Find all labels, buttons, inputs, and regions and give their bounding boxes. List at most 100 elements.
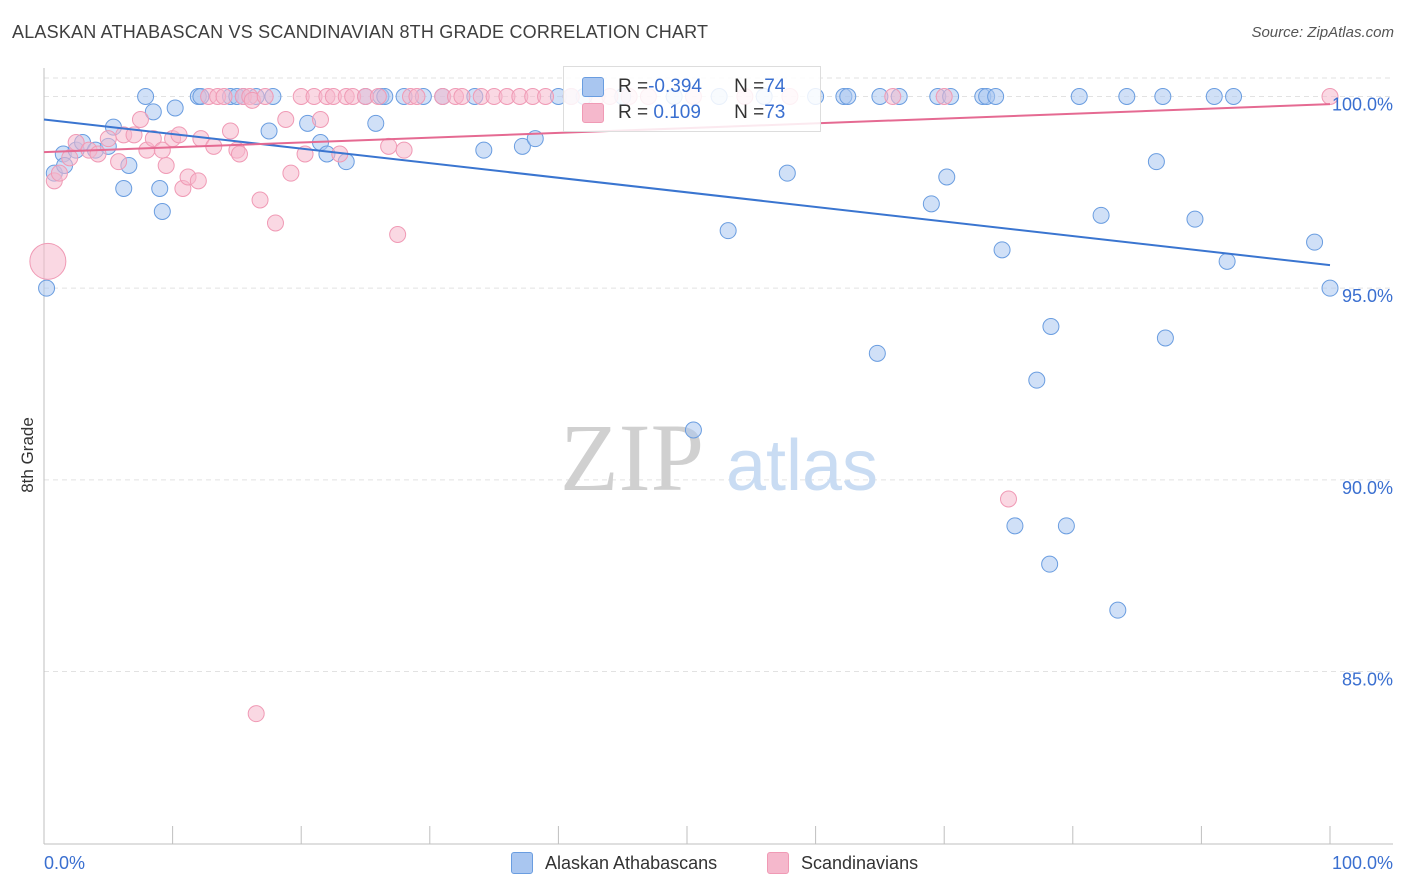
data-point: [1041, 555, 1059, 573]
data-point: [247, 705, 265, 723]
data-point: [166, 99, 184, 117]
data-point: [50, 164, 68, 182]
bottom-legend-label: Alaskan Athabascans: [545, 852, 718, 873]
legend-r-label: R =: [618, 102, 649, 123]
data-point: [256, 88, 274, 105]
data-point: [1205, 88, 1223, 105]
data-point: [131, 111, 149, 128]
data-point: [395, 141, 413, 159]
data-point: [537, 88, 555, 105]
bottom-swatch-athabascans: [511, 852, 533, 874]
legend-row-scandinavians: R = 0.109 N = 73: [582, 101, 785, 125]
data-point: [1006, 517, 1024, 535]
chart-title: ALASKAN ATHABASCAN VS SCANDINAVIAN 8TH G…: [12, 22, 709, 42]
x-tick-label: 0.0%: [44, 853, 85, 873]
data-point: [1306, 233, 1324, 251]
source-label: Source: ZipAtlas.com: [1251, 24, 1394, 41]
axis-labels: 85.0% 90.0% 95.0% 100.0% 0.0% 100.0% 8th Grade: [18, 95, 1393, 874]
data-point: [1070, 88, 1088, 105]
data-point: [1154, 88, 1172, 105]
legend-r-value: 0.109: [648, 102, 701, 123]
trend-line: [43, 118, 1331, 267]
gridlines: [44, 77, 1393, 672]
data-point: [115, 180, 133, 197]
data-point: [993, 241, 1011, 259]
data-point: [151, 180, 169, 197]
data-point: [778, 164, 796, 182]
bottom-swatch-scandinavians: [767, 852, 789, 874]
data-point: [475, 141, 493, 159]
data-point: [868, 344, 886, 362]
data-point: [251, 191, 269, 209]
data-point: [277, 111, 295, 128]
data-point: [884, 88, 902, 105]
data-point: [144, 130, 162, 148]
data-point: [311, 111, 329, 128]
data-point: [453, 88, 471, 105]
data-point: [1000, 490, 1017, 508]
data-point: [89, 145, 107, 163]
data-point: [110, 153, 128, 171]
data-point: [369, 88, 387, 105]
y-tick-label: 95.0%: [1342, 286, 1393, 306]
y-axis-title: 8th Grade: [18, 417, 37, 493]
legend-row-athabascans: R = -0.394 N = 74: [582, 75, 785, 99]
data-point: [153, 203, 171, 220]
data-point: [987, 88, 1005, 105]
legend-n-label: N =: [734, 76, 765, 97]
data-point: [513, 137, 531, 155]
data-point: [61, 149, 79, 167]
data-point: [1057, 517, 1075, 535]
bottom-legend-athabascans: Alaskan Athabascans: [511, 852, 717, 874]
data-point: [144, 103, 162, 121]
data-point: [1118, 88, 1136, 105]
watermark-atlas: atlas: [726, 426, 878, 506]
data-point: [137, 88, 155, 105]
data-point: [1225, 88, 1243, 105]
data-point: [380, 137, 398, 155]
data-point: [260, 122, 278, 140]
legend-r-label: R =: [618, 76, 649, 97]
legend-r-value: -0.394: [648, 76, 702, 97]
y-tick-label: 85.0%: [1342, 670, 1393, 690]
data-point: [157, 157, 175, 174]
data-point: [1042, 318, 1060, 335]
legend-swatch-athabascans: [582, 77, 604, 97]
data-point: [367, 114, 385, 132]
data-point: [1092, 206, 1110, 224]
data-point: [29, 242, 67, 280]
data-point: [839, 88, 857, 105]
data-point: [1321, 279, 1339, 297]
data-point: [1218, 252, 1236, 270]
data-point: [38, 279, 56, 297]
bottom-legend-label: Scandinavians: [801, 852, 919, 873]
data-point: [935, 88, 953, 105]
watermark: ZIP atlas: [560, 404, 878, 511]
data-point: [1028, 371, 1046, 389]
data-point: [215, 88, 233, 105]
data-point: [938, 168, 956, 186]
legend-n-label: N =: [734, 102, 765, 123]
correlation-legend: R = -0.394 N = 74 R = 0.109 N = 73: [563, 66, 821, 132]
data-point: [1147, 153, 1165, 171]
legend-n-value: 73: [764, 102, 786, 123]
data-point: [389, 226, 407, 243]
data-point: [1186, 210, 1204, 228]
y-tick-label: 100.0%: [1332, 95, 1393, 115]
data-point: [684, 421, 702, 439]
legend-n-value: 74: [764, 76, 786, 97]
data-point: [230, 145, 248, 163]
axes: [43, 68, 1393, 845]
data-point: [408, 88, 426, 105]
data-point: [99, 130, 117, 148]
bottom-legend-scandinavians: Scandinavians: [767, 852, 918, 874]
data-point: [922, 195, 940, 213]
data-point: [719, 222, 737, 240]
legend-swatch-scandinavians: [582, 103, 604, 123]
data-point: [221, 122, 239, 140]
data-point: [189, 172, 207, 190]
data-point: [1156, 329, 1174, 347]
watermark-zip: ZIP: [560, 404, 704, 511]
data-point: [1109, 601, 1127, 619]
